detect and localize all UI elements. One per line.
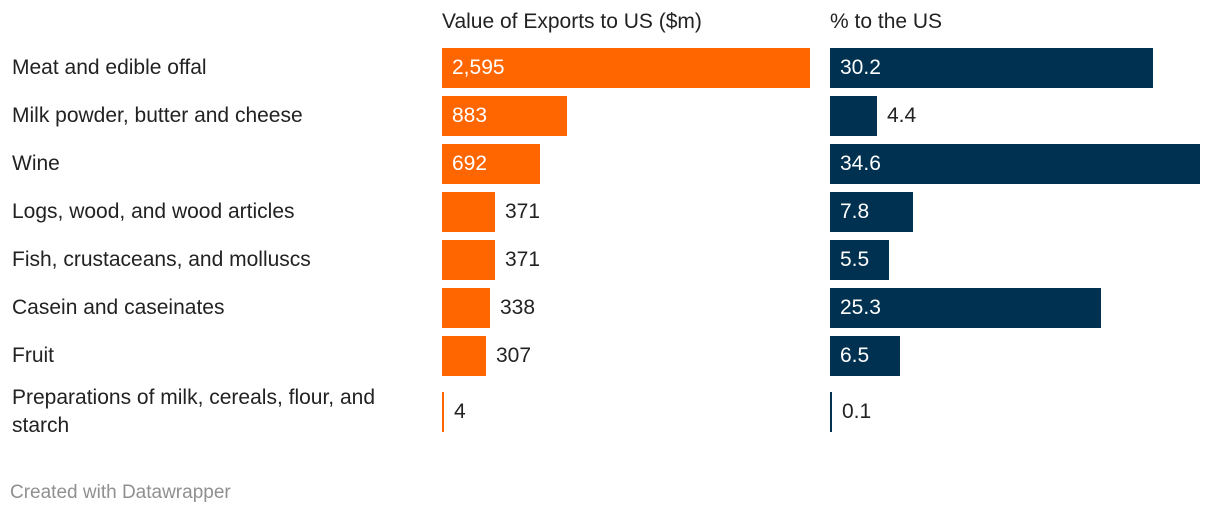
value-label: 371 [505, 248, 541, 271]
percent-label: 6.5 [840, 344, 870, 367]
percent-label: 25.3 [840, 296, 881, 319]
value-bar [442, 240, 495, 280]
value-bar [442, 392, 444, 432]
value-bar [442, 48, 810, 88]
value-label: 371 [505, 200, 541, 223]
percent-column-header: % to the US [830, 10, 943, 33]
value-label: 338 [500, 296, 536, 319]
percent-label: 30.2 [840, 56, 881, 79]
percent-bar [830, 336, 900, 376]
percent-bar [830, 192, 913, 232]
percent-bar [830, 392, 832, 432]
value-bar [442, 144, 540, 184]
value-label: 4 [454, 400, 466, 423]
percent-bar [830, 96, 877, 136]
percent-label: 4.4 [887, 104, 917, 127]
attribution-footer: Created with Datawrapper [10, 482, 231, 503]
percent-label: 34.6 [840, 152, 881, 175]
value-bar [442, 336, 486, 376]
category-label: Milk powder, butter and cheese [12, 104, 303, 127]
value-label: 883 [452, 104, 488, 127]
value-label: 307 [496, 344, 532, 367]
percent-label: 0.1 [842, 400, 872, 423]
category-label: Wine [12, 152, 60, 175]
percent-bar [830, 48, 1153, 88]
category-label: Fish, crustaceans, and molluscs [12, 248, 311, 271]
value-bar [442, 96, 567, 136]
category-label: Casein and caseinates [12, 296, 225, 319]
category-label: Meat and edible offal [12, 56, 207, 79]
percent-bar [830, 144, 1200, 184]
value-label: 692 [452, 152, 488, 175]
category-label: Preparations of milk, cereals, flour, an… [12, 386, 376, 437]
value-bar [442, 288, 490, 328]
value-column-header: Value of Exports to US ($m) [442, 10, 702, 33]
percent-label: 7.8 [840, 200, 870, 223]
percent-bar [830, 288, 1101, 328]
value-bar [442, 192, 495, 232]
category-label: Logs, wood, and wood articles [12, 200, 295, 223]
category-label: Fruit [12, 344, 54, 367]
percent-label: 5.5 [840, 248, 870, 271]
percent-bar [830, 240, 889, 280]
value-label: 2,595 [452, 56, 505, 79]
